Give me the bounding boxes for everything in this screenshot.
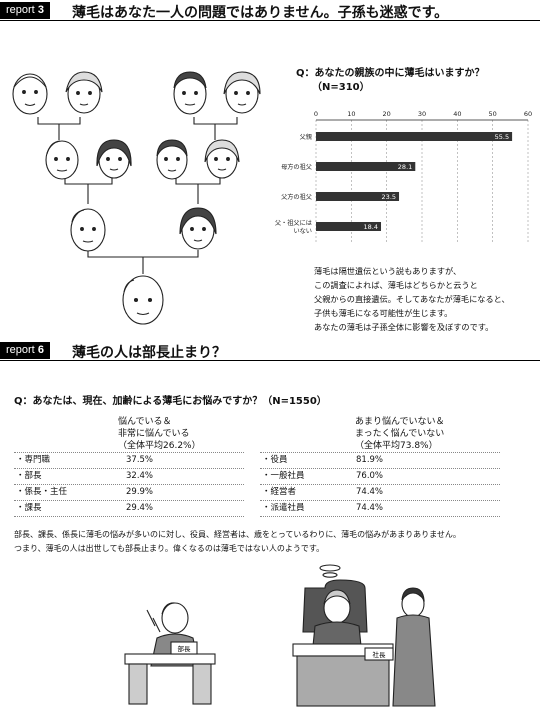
row-divider: [14, 500, 244, 501]
grandmother-left-face: [65, 71, 103, 114]
badge-number: 6: [37, 344, 44, 356]
x-tick-label: 40: [453, 110, 461, 118]
header-line: あまり悩んでいない＆: [355, 417, 445, 427]
header-line: まったく悩んでいない: [355, 429, 445, 439]
x-tick-label: 50: [489, 110, 497, 118]
survey1-commentary: 薄毛は隔世遺伝という説もありますが、 この調査によれば、薄毛はどちらかと云うと …: [314, 264, 510, 334]
table-row-label: ・派遣社員: [262, 503, 305, 513]
bar-value-label: 55.5: [495, 133, 509, 141]
table-row-label: ・役員: [262, 455, 288, 465]
badge-prefix: report: [6, 344, 35, 356]
bar-value-label: 28.1: [398, 163, 412, 171]
father-right-face: [156, 139, 188, 180]
son-face: [70, 208, 106, 252]
mother-right-face: [204, 139, 240, 179]
bar-value-label: 23.5: [382, 193, 396, 201]
commentary-line: あなたの薄毛は子孫全体に影響を及ぼすのです。: [314, 322, 494, 332]
report6-badge: report 6: [0, 342, 50, 359]
grandchild-face: [122, 275, 164, 325]
row-divider: [14, 516, 244, 517]
badge-number: 3: [37, 4, 44, 16]
x-tick-label: 30: [418, 110, 426, 118]
bar: [316, 162, 416, 171]
grandfather-left-face: [12, 73, 48, 115]
manager-plaque-label: 部長: [178, 644, 192, 653]
header-line: 非常に悩んでいる: [118, 429, 190, 439]
grandmother-right-face: [223, 71, 261, 114]
relatives-bar-chart: 0 10 20 30 40 50 60 父親 55.5 母方の祖父 28.1 父方の祖父 23.5 父・祖…: [275, 110, 532, 244]
x-tick-label: 60: [524, 110, 532, 118]
row-divider: [14, 484, 244, 485]
table-row-label: ・部長: [16, 471, 42, 481]
bar: [316, 222, 382, 231]
table-row-value: 29.4%: [126, 503, 154, 513]
category-label: 父方の祖父: [281, 193, 312, 201]
category-label: いない: [293, 228, 312, 235]
report3-title: 薄毛はあなた一人の問題ではありません。子孫も迷惑です。: [72, 5, 449, 21]
father-left-face: [45, 140, 79, 180]
left-table: ・専門職 37.5% ・部長 32.4% ・係長・主任 29.9% ・課長 29…: [14, 452, 244, 524]
row-divider: [260, 468, 500, 469]
x-tick-label: 0: [314, 110, 318, 118]
survey2-summary: 部長、課長、係長に薄毛の悩みが多いのに対し、役員、経営者は、歳をとっているわりに…: [14, 528, 534, 556]
row-divider: [260, 484, 500, 485]
bar: [316, 192, 400, 201]
report6-title: 薄毛の人は部長止まり？: [72, 345, 226, 361]
header-line: 悩んでいる＆: [118, 417, 172, 427]
category-label: 父親: [300, 133, 312, 141]
header-line: （全体平均26.2%）: [118, 441, 201, 451]
summary-line: つまり、薄毛の人は出世しても部長止まり。偉くなるのは薄毛ではない人のようです。: [14, 544, 325, 553]
row-divider: [14, 468, 244, 469]
report6-rule: [0, 360, 540, 361]
worried-manager-illustration: 部長: [124, 602, 216, 705]
bar-value-label: 18.4: [364, 223, 378, 231]
table-row-value: 37.5%: [126, 455, 154, 465]
table-row-value: 74.4%: [356, 503, 384, 513]
header-line: （全体平均73.8%）: [355, 441, 438, 451]
left-column-header: 悩んでいる＆ 非常に悩んでいる （全体平均26.2%）: [118, 416, 201, 452]
row-divider: [260, 516, 500, 517]
president-plaque-label: 社長: [373, 650, 387, 659]
table-row-value: 76.0%: [356, 471, 384, 481]
table-row-label: ・一般社員: [262, 471, 305, 481]
mother-left-face: [96, 139, 132, 179]
bar: [316, 132, 513, 141]
x-tick-label: 20: [383, 110, 391, 118]
summary-line: 部長、課長、係長に薄毛の悩みが多いのに対し、役員、経営者は、歳をとっているわりに…: [14, 530, 461, 539]
survey2-question: Q：あなたは、現在、加齢による薄毛にお悩みですか？（N=1550）: [14, 396, 327, 407]
table-row-value: 74.4%: [356, 487, 384, 497]
table-row-value: 32.4%: [126, 471, 154, 481]
table-row-value: 29.9%: [126, 487, 154, 497]
grandfather-right-face: [173, 71, 207, 115]
commentary-line: 父親からの直接遺伝。そしてあなたが薄毛になると、: [314, 294, 510, 304]
survey1-question: Q：あなたの親族の中に薄毛はいますか？: [296, 68, 485, 79]
family-tree-illustration: [12, 71, 261, 325]
right-column-header: あまり悩んでいない＆ まったく悩んでいない （全体平均73.8%）: [355, 416, 445, 452]
report3-badge: report 3: [0, 2, 50, 19]
row-divider: [14, 452, 244, 453]
daughter-in-law-face: [179, 207, 217, 250]
row-divider: [260, 452, 500, 453]
survey1-sample-size: （N=310）: [312, 82, 370, 93]
commentary-line: 薄毛は隔世遺伝という説もありますが、: [314, 266, 462, 276]
table-row-label: ・係長・主任: [16, 487, 68, 497]
table-row-label: ・経営者: [262, 487, 297, 497]
report3-rule: [0, 20, 540, 21]
table-row-label: ・課長: [16, 503, 42, 513]
right-table: ・役員 81.9% ・一般社員 76.0% ・経営者 74.4% ・派遣社員 7…: [260, 452, 500, 524]
x-tick-label: 10: [347, 110, 355, 118]
table-row-value: 81.9%: [356, 455, 384, 465]
category-label: 父・祖父には: [275, 219, 312, 227]
category-label: 母方の祖父: [281, 163, 312, 171]
commentary-line: この調査によれば、薄毛はどちらかと云うと: [314, 280, 478, 290]
row-divider: [260, 500, 500, 501]
table-row-label: ・専門職: [16, 455, 51, 465]
commentary-line: 子供も薄毛になる可能性が生じます。: [314, 308, 453, 318]
relaxed-president-illustration: 社長: [292, 564, 436, 707]
badge-prefix: report: [6, 4, 35, 16]
